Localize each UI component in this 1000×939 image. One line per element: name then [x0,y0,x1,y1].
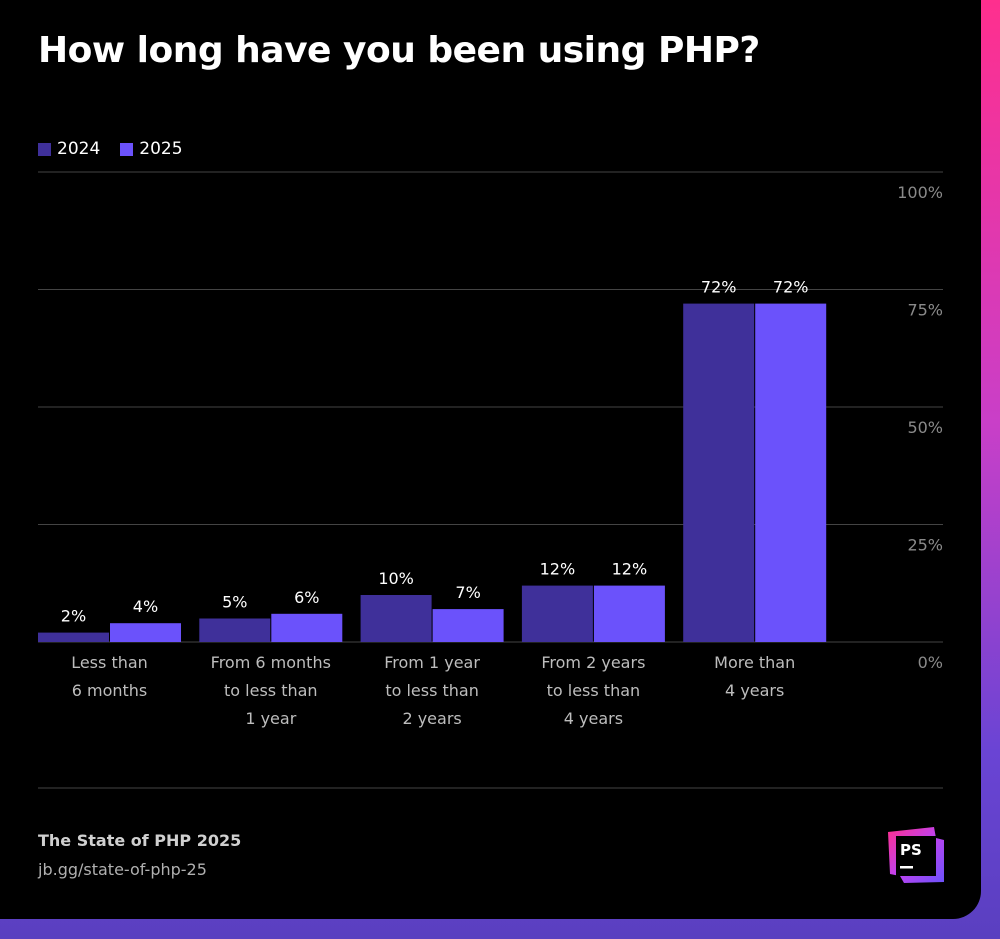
phpstorm-logo-icon: PS [888,827,944,883]
x-tick-label: 4 years [564,709,623,728]
svg-text:PS: PS [900,841,922,859]
data-label: 6% [294,588,319,607]
data-label: 72% [701,278,737,297]
x-tick-label: More than [714,653,795,672]
chart-title: How long have you been using PHP? [38,30,760,71]
footer-source: The State of PHP 2025 [38,831,242,850]
y-tick-label: 75% [907,301,943,320]
x-tick-label: to less than [385,681,479,700]
data-label: 7% [455,583,480,602]
legend: 2024 2025 [38,139,183,159]
bar-2025 [593,585,665,642]
bar-2024 [521,585,593,642]
x-tick-label: to less than [547,681,641,700]
y-tick-label: 0% [918,653,943,672]
x-tick-label: to less than [224,681,318,700]
legend-item-2025: 2025 [120,139,183,159]
x-tick-label: 4 years [725,681,784,700]
x-tick-label: From 2 years [541,653,645,672]
legend-swatch-2024 [38,142,51,156]
bar-2024 [199,618,271,642]
y-tick-label: 100% [897,183,943,202]
legend-swatch-2025 [120,142,134,156]
bar-2024 [360,595,432,642]
bar-2024 [683,303,755,642]
bar-2025 [110,623,181,642]
legend-item-2024: 2024 [38,139,100,159]
data-label: 5% [222,593,247,612]
data-label: 2% [61,607,86,626]
data-label: 12% [540,560,576,579]
data-label: 72% [773,278,809,297]
x-tick-label: 2 years [402,709,461,728]
x-tick-label: Less than [71,653,148,672]
data-label: 12% [612,560,648,579]
bar-2024 [38,632,109,642]
legend-label-2024: 2024 [57,139,101,159]
bar-2025 [755,303,827,642]
x-tick-label: 1 year [245,709,296,728]
footer-url[interactable]: jb.gg/state-of-php-25 [38,860,207,879]
x-tick-label: From 6 months [211,653,331,672]
x-tick-label: 6 months [72,681,148,700]
bar-2025 [271,613,343,642]
y-tick-label: 25% [907,536,943,555]
bar-2025 [432,609,504,642]
data-label: 4% [133,597,158,616]
data-label: 10% [378,569,414,588]
y-tick-label: 50% [907,418,943,437]
x-tick-label: From 1 year [384,653,480,672]
legend-label-2025: 2025 [139,139,183,159]
